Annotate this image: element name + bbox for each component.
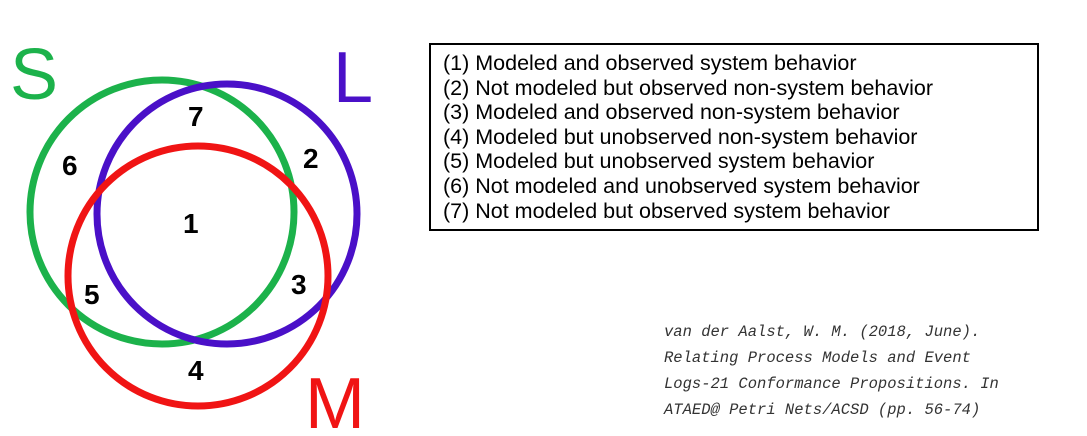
region-3-number: 3 — [291, 269, 307, 300]
legend-item: (2) Not modeled but observed non-system … — [443, 75, 933, 100]
legend-item: (3) Modeled and observed non-system beha… — [443, 100, 900, 125]
legend-item: (7) Not modeled but observed system beha… — [443, 198, 890, 223]
legend-item: (4) Modeled but unobserved non-system be… — [443, 124, 918, 149]
citation: van der Aalst, W. M. (2018, June). Relat… — [664, 319, 1074, 423]
citation-line: Logs-21 Conformance Propositions. In — [664, 375, 999, 393]
set-s-label: S — [10, 35, 58, 115]
set-m-label: M — [305, 364, 365, 436]
region-6-number: 6 — [62, 150, 78, 181]
region-5-number: 5 — [84, 279, 100, 310]
citation-line: van der Aalst, W. M. (2018, June). — [664, 323, 981, 341]
legend-box: (1) Modeled and observed system behavior… — [429, 43, 1039, 231]
set-s-circle — [26, 76, 298, 348]
venn-diagram: S L M 1 2 3 4 5 6 7 — [10, 35, 373, 436]
region-7-number: 7 — [188, 101, 204, 132]
set-m-circle — [64, 142, 332, 410]
legend-item: (1) Modeled and observed system behavior — [443, 51, 857, 75]
legend-item: (6) Not modeled and unobserved system be… — [443, 173, 920, 198]
citation-line: Relating Process Models and Event — [664, 349, 971, 367]
set-l-circle — [93, 80, 361, 348]
region-4-number: 4 — [188, 355, 204, 386]
citation-line: ATAED@ Petri Nets/ACSD (pp. 56-74) — [664, 401, 981, 419]
region-1-number: 1 — [183, 208, 199, 239]
set-l-label: L — [333, 38, 373, 118]
legend-item: (5) Modeled but unobserved system behavi… — [443, 149, 875, 174]
region-2-number: 2 — [303, 143, 319, 174]
